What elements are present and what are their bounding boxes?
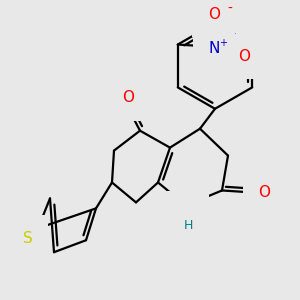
Text: +: +	[219, 38, 227, 48]
Text: -: -	[227, 2, 232, 16]
Text: O: O	[258, 185, 270, 200]
Text: N: N	[208, 41, 219, 56]
Text: O: O	[238, 49, 250, 64]
Text: S: S	[23, 231, 33, 246]
Text: O: O	[122, 90, 134, 105]
Text: O: O	[208, 7, 220, 22]
Text: N: N	[182, 206, 194, 221]
Text: H: H	[183, 219, 193, 232]
